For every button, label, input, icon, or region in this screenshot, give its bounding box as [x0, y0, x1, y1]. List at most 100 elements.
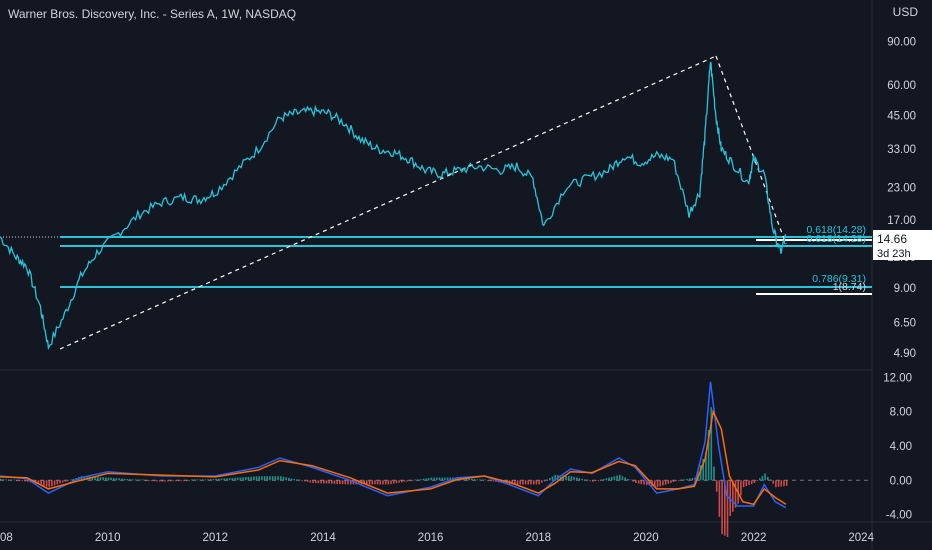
macd-histogram-bar: [567, 475, 570, 481]
macd-histogram-bar: [26, 480, 29, 482]
macd-histogram-bar: [336, 480, 338, 484]
macd-histogram-bar: [635, 480, 637, 483]
macd-histogram-bar: [409, 480, 411, 482]
macd-histogram-bar: [578, 478, 581, 481]
macd-histogram-bar: [637, 480, 640, 484]
macd-histogram-bar: [608, 477, 610, 481]
signal-line[interactable]: [0, 409, 787, 506]
macd-histogram-bar: [645, 480, 648, 486]
macd-histogram-bar: [113, 478, 115, 481]
fib-label-1: 1(8.74): [833, 281, 866, 293]
fib-label-0786: 0.786(9.31): [812, 273, 866, 285]
macd-histogram-bar: [632, 480, 635, 482]
macd-histogram-bar: [183, 480, 185, 482]
price-series-line[interactable]: [0, 61, 787, 351]
macd-histogram-bar: [180, 480, 182, 482]
macd-histogram-bar: [406, 480, 408, 482]
macd-histogram-bar: [732, 480, 734, 512]
macd-histogram-bar: [629, 479, 632, 481]
macd-histogram-bar: [605, 478, 608, 481]
trend-line-up[interactable]: [59, 55, 717, 350]
macd-histogram-bar: [207, 479, 209, 481]
macd-histogram-bar: [594, 480, 597, 482]
macd-histogram-bar: [414, 479, 417, 481]
macd-histogram-bar: [551, 476, 554, 481]
macd-histogram-bar: [686, 478, 688, 481]
macd-histogram-bar: [487, 480, 489, 482]
macd-histogram-bar: [713, 466, 715, 481]
macd-histogram-bar: [126, 479, 129, 481]
macd-histogram-bar: [99, 477, 102, 481]
macd-histogram-bar: [390, 480, 392, 484]
macd-histogram-bar: [683, 479, 686, 481]
macd-histogram-bar: [177, 480, 180, 482]
macd-histogram-bar: [680, 479, 683, 481]
time-tick-label: 2012: [203, 532, 229, 544]
macd-histogram-bar: [102, 477, 104, 481]
trend-line-down[interactable]: [715, 55, 787, 245]
macd-histogram-bar: [767, 476, 769, 481]
macd-histogram-bar: [745, 480, 748, 487]
macd-histogram-bar: [538, 480, 540, 485]
macd-histogram-bar: [479, 479, 481, 481]
macd-histogram-bar: [678, 480, 680, 482]
macd-histogram-bar: [554, 474, 556, 481]
macd-histogram-bar: [532, 480, 535, 485]
macd-histogram-bar: [586, 479, 589, 481]
macd-histogram-bar: [656, 480, 659, 488]
macd-histogram-bar: [174, 480, 177, 482]
macd-histogram-bar: [672, 480, 675, 482]
time-tick-label: 2014: [310, 532, 336, 544]
macd-histogram-bar: [675, 480, 678, 482]
macd-histogram-bar: [492, 480, 495, 482]
macd-histogram-bar: [247, 476, 250, 481]
macd-histogram-bar: [664, 480, 667, 485]
macd-histogram-bar: [401, 480, 403, 483]
time-tick-label: 2018: [526, 532, 552, 544]
currency-label: USD: [892, 5, 918, 19]
macd-histogram-bar: [726, 480, 729, 537]
macd-histogram-bar: [384, 480, 387, 485]
macd-histogram-bar: [624, 477, 626, 481]
macd-histogram-bar: [239, 477, 242, 481]
macd-histogram-bar: [387, 480, 390, 485]
macd-histogram-bar: [10, 479, 13, 481]
macd-histogram-bar: [107, 477, 110, 481]
macd-histogram-bar: [395, 480, 398, 484]
fib-label-0618-b: 0.618(14.28): [806, 233, 866, 245]
price-axis-ticks: 90.0060.0045.0033.0023.0017.0012.009.006…: [887, 37, 916, 360]
macd-histogram-bar: [199, 479, 201, 481]
macd-histogram-bar: [18, 480, 21, 482]
macd-histogram-bar: [616, 475, 618, 481]
macd-histogram-bar: [153, 480, 155, 482]
macd-histogram-bar: [21, 480, 24, 482]
macd-histogram-bar: [204, 479, 207, 481]
macd-histogram-bar: [516, 480, 519, 485]
macd-histogram-bar: [158, 480, 161, 482]
macd-histogram-bar: [705, 452, 707, 481]
macd-histogram-bar: [298, 479, 301, 481]
macd-tick-label: 12.00: [883, 372, 912, 384]
macd-histogram-bar: [333, 480, 336, 484]
macd-histogram-bar: [427, 478, 430, 481]
macd-histogram-bar: [707, 430, 710, 481]
macd-histogram-bar: [304, 480, 306, 482]
last-price-value: 14.66: [877, 232, 907, 246]
macd-histogram-bar: [317, 480, 320, 484]
price-tick-label: 33.00: [887, 144, 916, 156]
macd-histogram-bar: [495, 480, 497, 482]
macd-histogram-bar: [514, 480, 516, 485]
macd-histogram-bar: [8, 479, 10, 481]
macd-histogram-bar: [522, 480, 524, 485]
macd-histogram-bar: [274, 476, 277, 481]
macd-histogram-bar: [570, 476, 573, 481]
macd-histogram-bar: [279, 476, 282, 481]
macd-histogram-bar: [185, 480, 188, 482]
macd-histogram-bar: [715, 480, 718, 492]
macd-histogram-bar: [131, 479, 134, 481]
macd-histogram-bar: [282, 476, 285, 481]
macd-histogram-bar: [115, 478, 118, 481]
macd-histogram-bar: [366, 480, 368, 485]
macd-histogram-bar: [2, 479, 5, 481]
